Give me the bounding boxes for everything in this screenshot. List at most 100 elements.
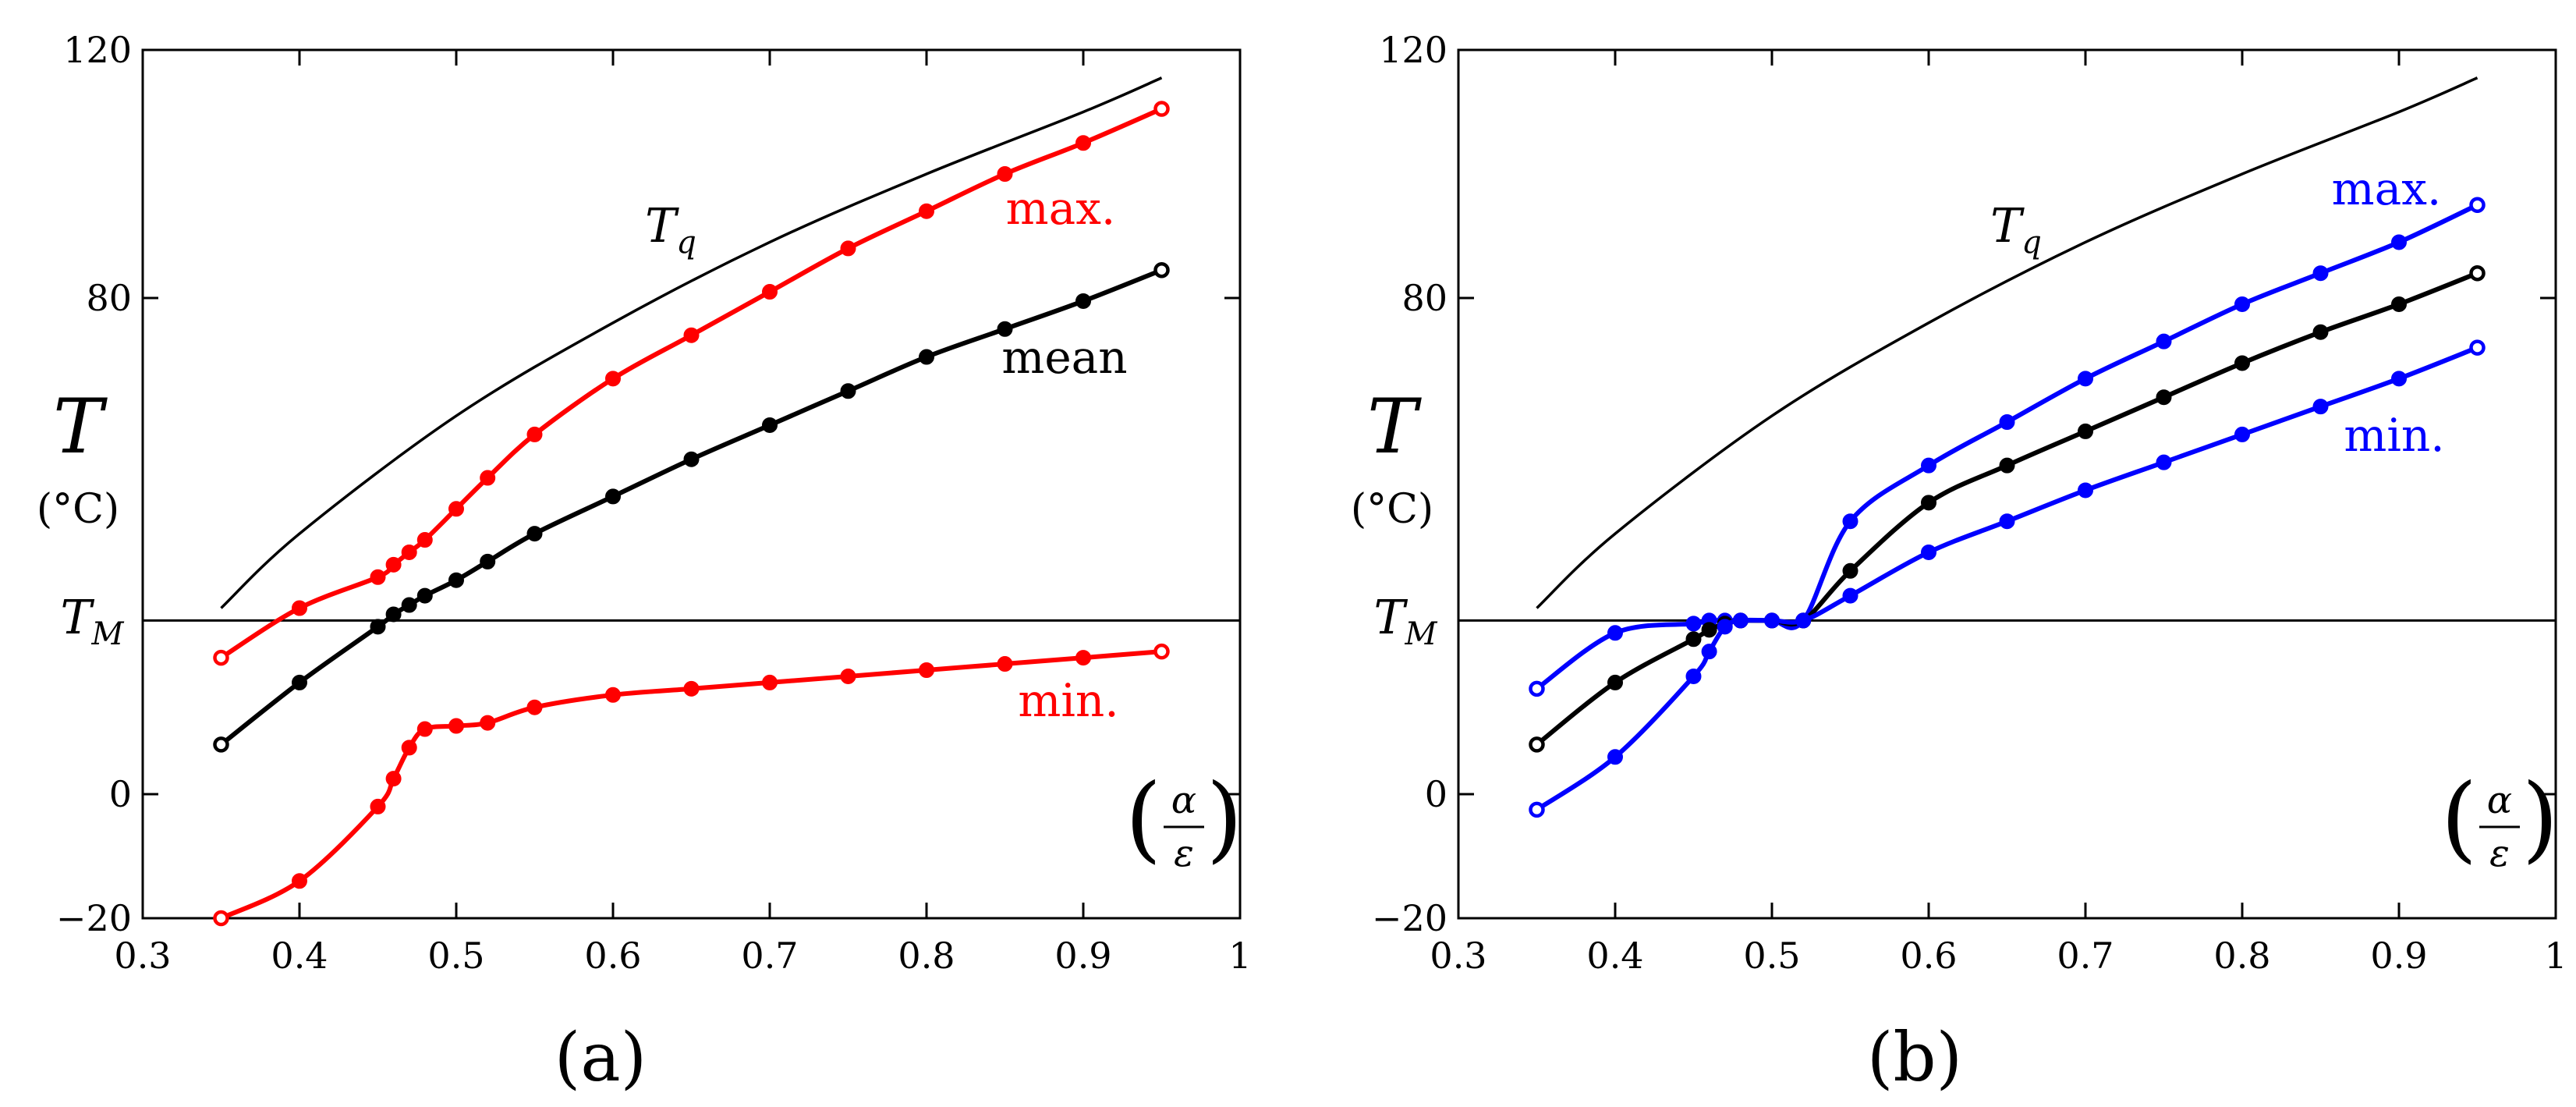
tm-label-subscript: M: [1405, 616, 1438, 652]
series-mean-1: [213, 261, 1170, 753]
data-point: [448, 501, 464, 517]
data-point: [919, 662, 934, 678]
plot-frame: [1457, 48, 2557, 920]
data-point: [683, 451, 700, 467]
data-point: [526, 526, 543, 542]
data-point: [1529, 736, 1545, 753]
data-point: [1529, 680, 1545, 697]
data-point: [840, 383, 856, 399]
x-tick-label: 0.8: [898, 935, 955, 977]
data-point: [1921, 544, 1936, 560]
data-point: [213, 910, 229, 927]
tm-label-symbol: T: [1374, 591, 1408, 645]
data-point: [1607, 749, 1623, 765]
data-point: [1153, 643, 1170, 660]
data-point: [480, 470, 496, 486]
data-point: [1701, 622, 1717, 638]
data-point: [997, 166, 1013, 182]
series-line: [1535, 345, 2479, 812]
y-axis-label-symbol: T: [53, 383, 108, 470]
data-point: [1999, 457, 2015, 474]
x-tick-label: 0.5: [1743, 935, 1800, 977]
x-tick-label: 0.8: [2213, 935, 2270, 977]
x-axis-label-denominator: ε: [1174, 832, 1194, 875]
data-point: [1842, 562, 1858, 579]
data-point: [2234, 355, 2250, 371]
y-axis-label-unit: (°C): [37, 486, 119, 533]
data-point: [526, 426, 543, 442]
data-point: [401, 740, 417, 756]
plot-frame: [141, 48, 1242, 920]
x-tick-label: 1: [2544, 935, 2567, 977]
data-point: [1153, 261, 1170, 279]
data-point: [480, 553, 496, 569]
data-point: [480, 715, 496, 731]
y-tick-label: 120: [63, 29, 132, 71]
x-axis-label-right-paren: ): [2522, 765, 2559, 873]
data-point: [1999, 414, 2015, 430]
data-point: [919, 349, 934, 365]
data-point: [762, 417, 778, 433]
data-point: [448, 718, 464, 734]
y-tick-label: −20: [1372, 897, 1447, 939]
data-point: [1999, 513, 2015, 530]
tq-label-subscript: q: [2021, 225, 2042, 261]
tm-label: TM: [1374, 591, 1438, 652]
data-point: [1732, 612, 1749, 629]
x-axis-label: ()αε: [1125, 765, 1243, 875]
data-point: [2469, 339, 2486, 356]
y-tick-label: 0: [1425, 773, 1447, 815]
x-axis-label-numerator: α: [2487, 779, 2512, 822]
x-axis-label: ()αε: [2441, 765, 2559, 875]
data-point: [683, 327, 700, 343]
tq-label: Tq: [645, 199, 696, 261]
data-point: [416, 587, 433, 604]
data-point: [2312, 399, 2329, 415]
data-point: [416, 721, 433, 737]
data-point: [2156, 454, 2172, 470]
data-point: [1764, 612, 1780, 629]
data-point: [385, 556, 402, 573]
tq-label-symbol: T: [1990, 199, 2025, 254]
data-point: [1607, 674, 1623, 690]
data-point: [1685, 668, 1702, 684]
data-point: [1717, 619, 1733, 635]
x-tick-label: 0.3: [114, 935, 171, 977]
x-tick-label: 0.5: [427, 935, 484, 977]
x-tick-label: 0.6: [1900, 935, 1957, 977]
data-point: [2391, 296, 2407, 312]
data-point: [2078, 423, 2093, 439]
y-tick-label: 0: [109, 773, 132, 815]
series-line: [1535, 271, 2479, 747]
data-point: [605, 488, 621, 505]
data-point: [1921, 495, 1936, 511]
x-tick-label: 0.9: [2370, 935, 2427, 977]
data-point: [2312, 324, 2329, 340]
data-point: [416, 532, 433, 548]
x-axis-label-left-paren: (: [1125, 765, 1162, 873]
data-point: [292, 600, 307, 616]
data-point: [1607, 625, 1623, 641]
panel-label: (b): [1867, 1019, 1962, 1097]
panel-a: 0.3 0.4 0.5 0.6 0.7 0.8 0.9 1−20080120TMTqT(°C)…: [37, 29, 1252, 1097]
annotation-mean: mean: [1001, 331, 1127, 384]
data-point: [997, 656, 1013, 672]
x-axis-label-left-paren: (: [2441, 765, 2478, 873]
data-point: [213, 649, 229, 666]
x-axis-label-denominator: ε: [2489, 832, 2510, 875]
data-point: [213, 736, 229, 753]
data-point: [401, 597, 417, 613]
data-point: [448, 572, 464, 588]
data-point: [1842, 587, 1858, 604]
x-axis-label-right-paren: ): [1207, 765, 1243, 873]
data-point: [683, 680, 700, 697]
annotation-max: max.: [2332, 162, 2442, 215]
data-point: [370, 569, 386, 585]
y-axis-label-symbol: T: [1367, 383, 1422, 470]
data-point: [919, 203, 934, 219]
data-point: [2078, 371, 2093, 387]
data-point: [1075, 293, 1091, 309]
data-point: [2234, 296, 2250, 312]
panel-label: (a): [555, 1019, 647, 1097]
data-point: [2078, 482, 2093, 499]
